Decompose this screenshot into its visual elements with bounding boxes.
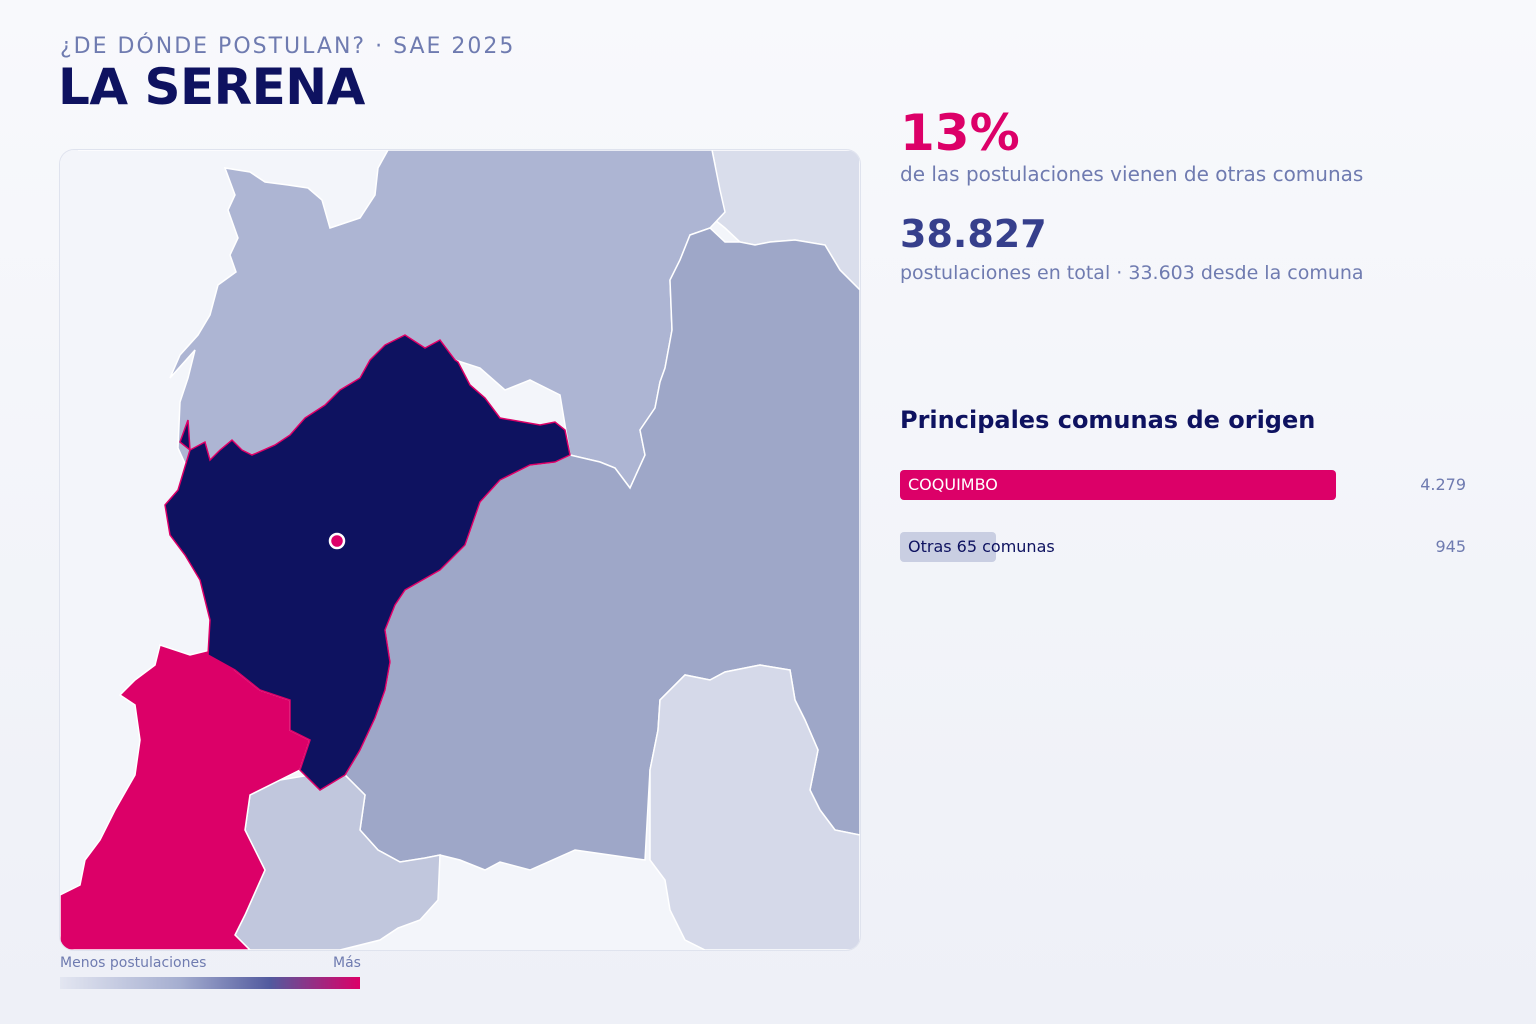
commune-southeast[interactable] — [649, 664, 860, 950]
origin-bar-label: Otras 65 comunas — [908, 537, 1055, 556]
choropleth-map[interactable] — [60, 150, 860, 950]
commune-la-serena[interactable] — [164, 334, 571, 791]
legend-gradient-bar — [60, 977, 360, 989]
total-applications-value: 38.827 — [900, 212, 1047, 256]
origin-bar-row[interactable]: Otras 65 comunas 945 — [900, 532, 1466, 562]
legend-max-label: Más — [333, 955, 361, 971]
origin-bar-fill — [900, 532, 996, 562]
origin-bar-value: 945 — [1435, 537, 1466, 556]
origin-communes-title: Principales comunas de origen — [900, 406, 1316, 434]
origin-bar-track: COQUIMBO — [900, 470, 1336, 500]
page-title: LA SERENA — [58, 58, 365, 116]
total-applications-description: postulaciones en total · 33.603 desde la… — [900, 262, 1364, 284]
origin-bar-row[interactable]: COQUIMBO 4.279 — [900, 470, 1466, 500]
origin-bar-label: COQUIMBO — [908, 475, 998, 494]
origin-bar-fill — [900, 470, 1336, 500]
origin-bar-track: Otras 65 comunas — [900, 532, 1336, 562]
external-share-value: 13% — [900, 104, 1020, 162]
origin-bar-value: 4.279 — [1420, 475, 1466, 494]
page-kicker: ¿DE DÓNDE POSTULAN? · SAE 2025 — [60, 34, 516, 59]
external-share-description: de las postulaciones vienen de otras com… — [900, 162, 1364, 186]
la-serena-marker[interactable] — [328, 532, 346, 550]
legend-min-label: Menos postulaciones — [60, 955, 207, 971]
